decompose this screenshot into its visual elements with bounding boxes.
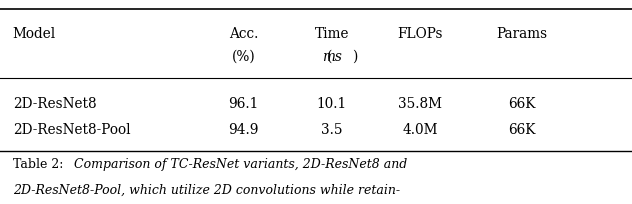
Text: Time: Time [315, 27, 349, 41]
Text: 35.8M: 35.8M [398, 97, 442, 111]
Text: ms: ms [322, 50, 342, 64]
Text: Params: Params [496, 27, 547, 41]
Text: Acc.: Acc. [229, 27, 258, 41]
Text: Model: Model [13, 27, 56, 41]
Text: 66K: 66K [507, 123, 535, 136]
Text: Table 2:: Table 2: [13, 158, 63, 171]
Text: 94.9: 94.9 [228, 123, 258, 136]
Text: 96.1: 96.1 [228, 97, 258, 111]
Text: (%): (%) [231, 50, 255, 64]
Text: 2D-ResNet8-Pool: 2D-ResNet8-Pool [13, 123, 130, 136]
Text: (: ( [326, 50, 332, 64]
Text: 3.5: 3.5 [321, 123, 343, 136]
Text: ): ) [352, 50, 358, 64]
Text: 2D-ResNet8-Pool, which utilize 2D convolutions while retain-: 2D-ResNet8-Pool, which utilize 2D convol… [13, 184, 400, 197]
Text: 2D-ResNet8: 2D-ResNet8 [13, 97, 96, 111]
Text: Comparison of TC-ResNet variants, 2D-ResNet8 and: Comparison of TC-ResNet variants, 2D-Res… [66, 158, 408, 171]
Text: 66K: 66K [507, 97, 535, 111]
Text: 10.1: 10.1 [317, 97, 347, 111]
Text: 4.0M: 4.0M [403, 123, 438, 136]
Text: FLOPs: FLOPs [398, 27, 443, 41]
